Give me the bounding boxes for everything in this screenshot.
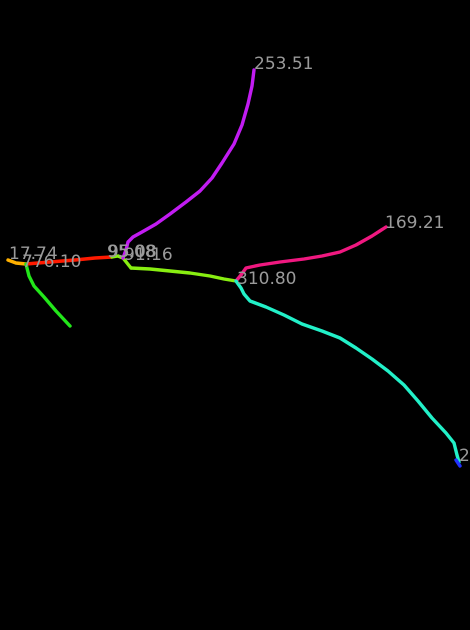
branch-orange-stub	[6, 258, 28, 266]
label-violet-up: 95.08	[108, 242, 157, 262]
branch-cyan-down	[234, 279, 461, 464]
label-cyan-down: 310.80	[237, 269, 296, 289]
branch-violet-up	[121, 68, 256, 260]
branch-pink-right	[234, 225, 388, 283]
branch-lime-right	[129, 266, 238, 283]
label-red-trunk: 776.10	[22, 252, 81, 272]
label-orange-stub: 17.74	[9, 244, 58, 264]
branch-green-left	[24, 262, 72, 328]
label-magenta-right: 253.51	[254, 54, 313, 74]
label-lime-right: 91.16	[124, 245, 173, 265]
label-pink-right: 169.21	[385, 213, 444, 233]
branch-blue-tip	[454, 458, 462, 468]
label-lime-center: 95.08	[107, 242, 156, 262]
branch-red-trunk	[24, 255, 114, 266]
label-blue-tip: 2	[459, 446, 470, 466]
